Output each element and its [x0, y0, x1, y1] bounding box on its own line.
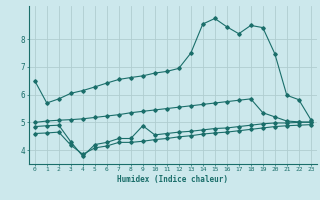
- X-axis label: Humidex (Indice chaleur): Humidex (Indice chaleur): [117, 175, 228, 184]
